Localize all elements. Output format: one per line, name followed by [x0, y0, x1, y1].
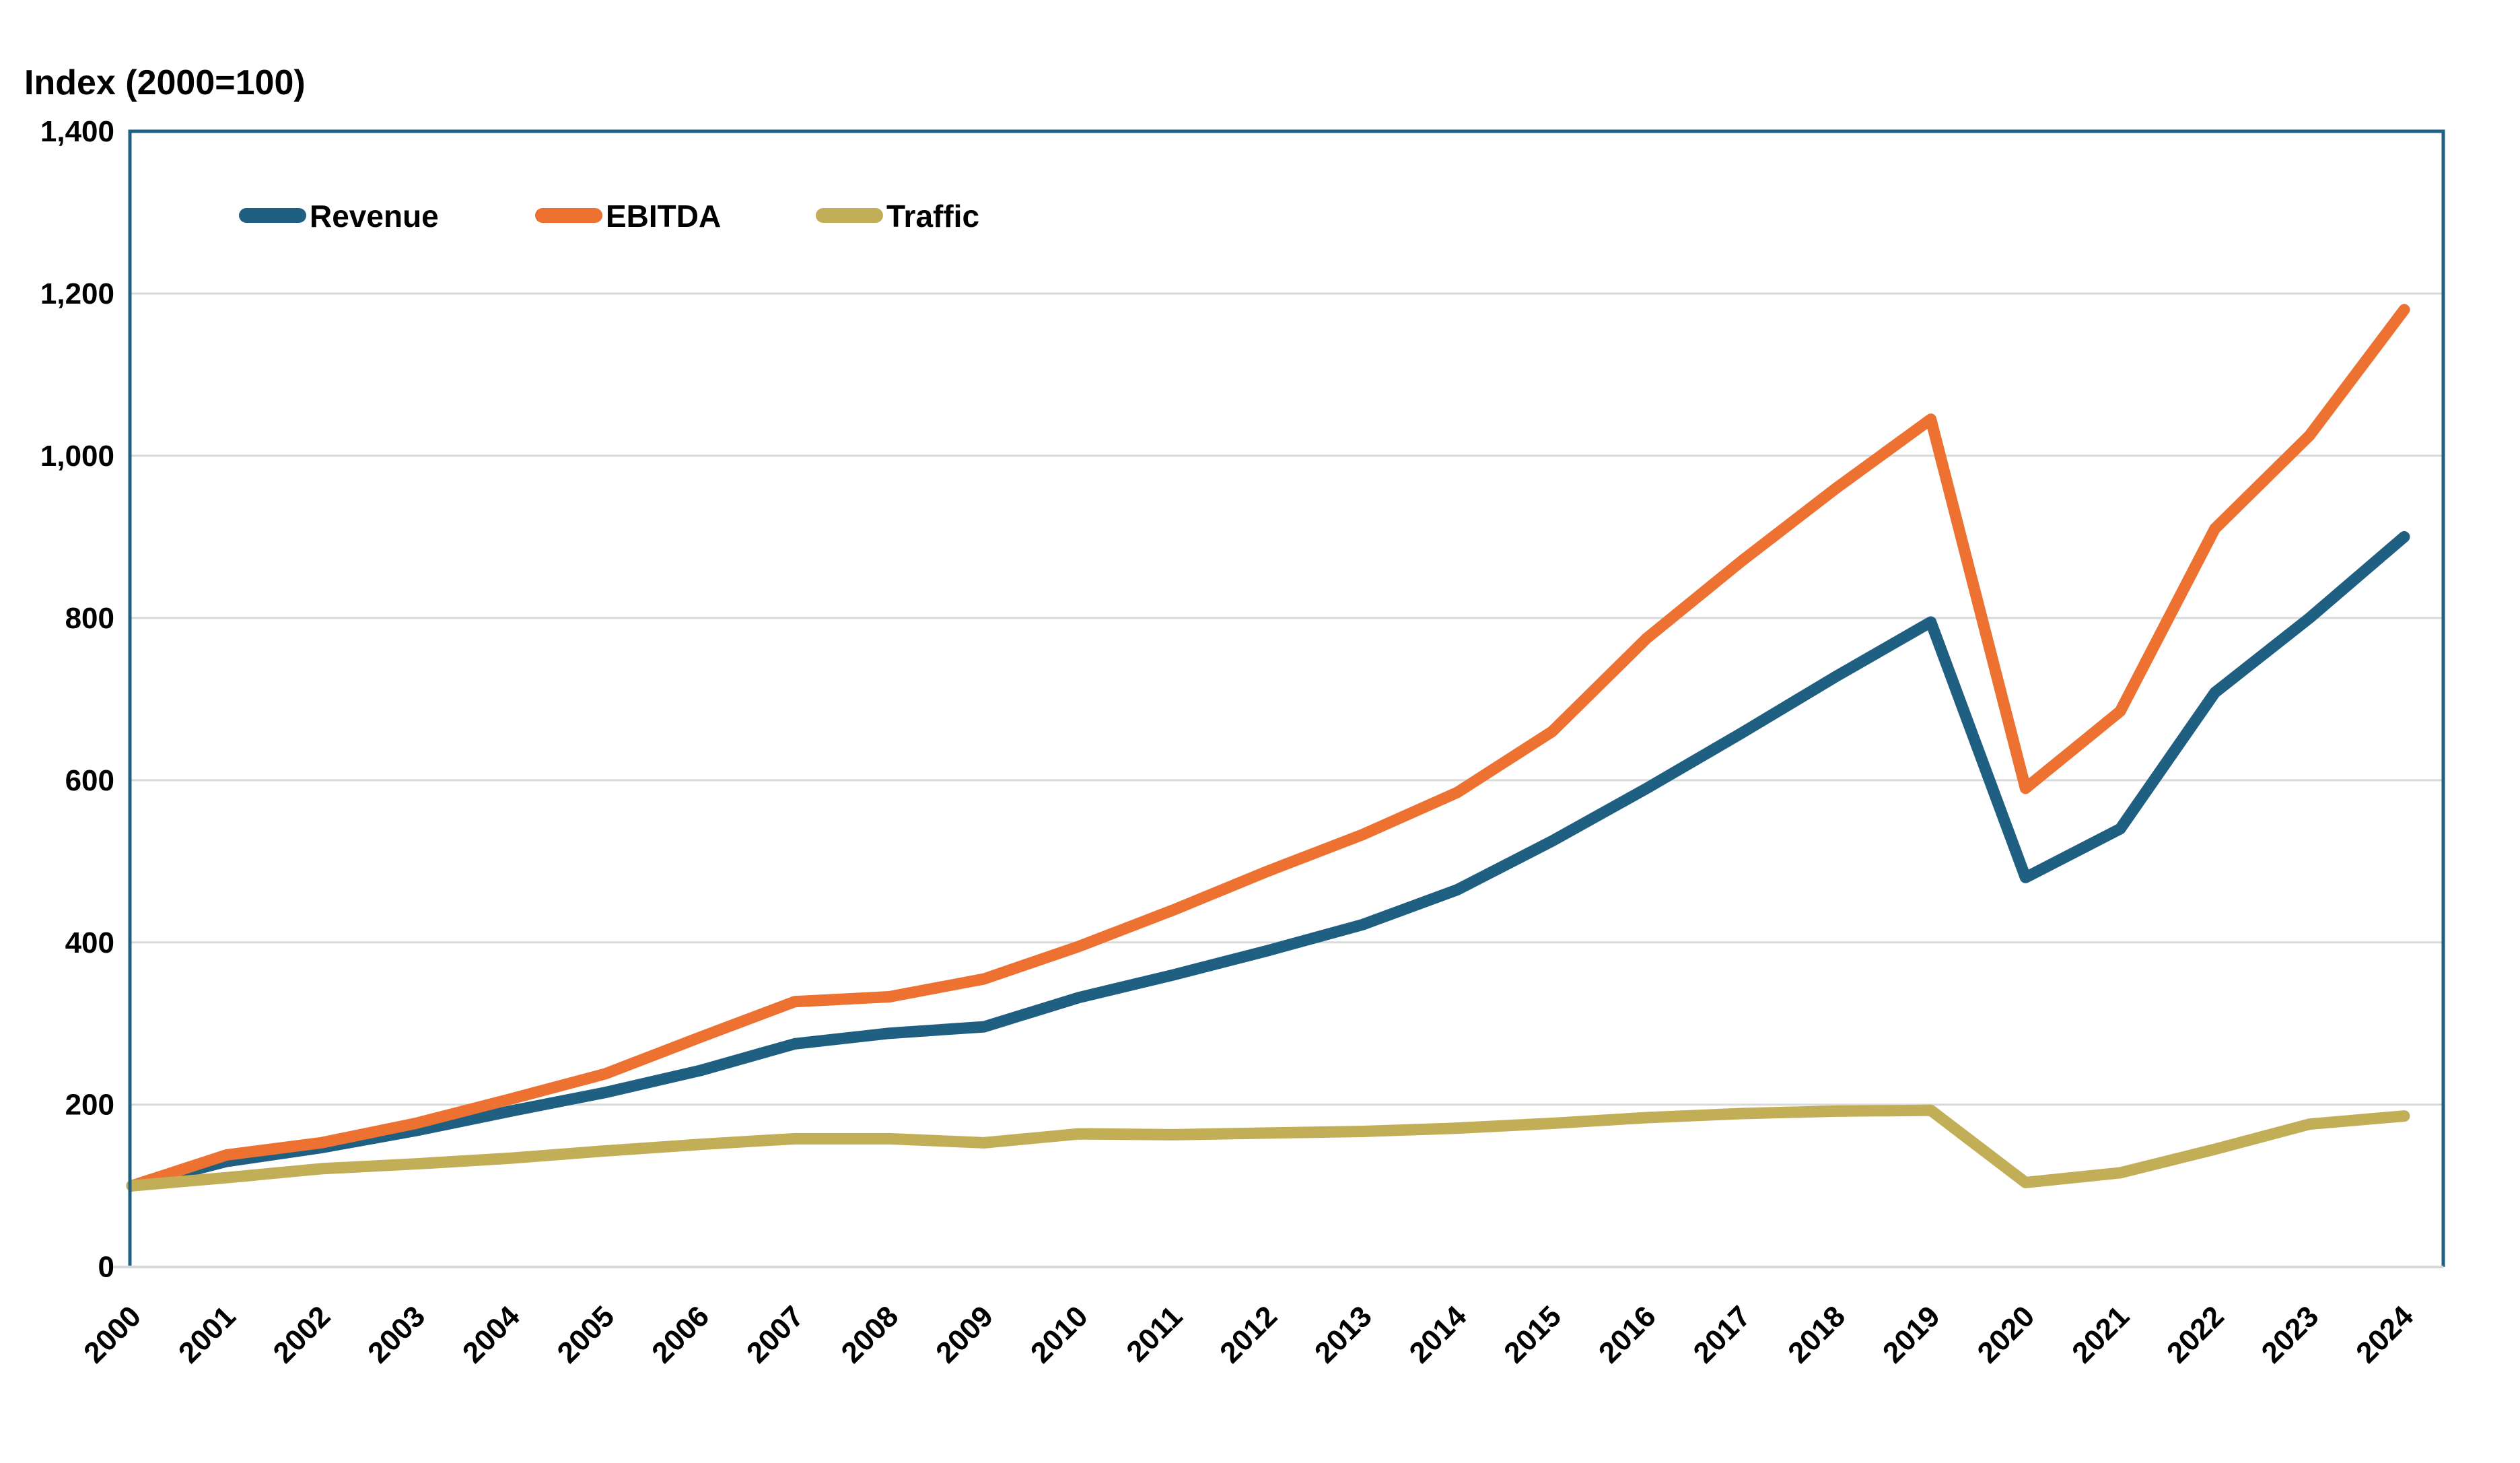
legend-label-traffic: Traffic: [886, 199, 979, 234]
x-axis-tick-label: 2002: [267, 1299, 337, 1369]
x-axis-tick-label: 2001: [172, 1299, 242, 1369]
x-axis-tick-label: 2003: [361, 1299, 431, 1369]
legend-label-revenue: Revenue: [310, 199, 439, 234]
legend-swatch-ebitda-icon: [535, 208, 602, 223]
x-axis-tick-label: 2023: [2255, 1299, 2325, 1369]
traffic-line: [126, 1104, 2410, 1192]
x-axis-tick-label: 2013: [1308, 1299, 1378, 1369]
x-axis-tick-label: 2021: [2066, 1299, 2136, 1369]
y-axis-tick-label: 800: [65, 602, 114, 635]
legend-label-ebitda: EBITDA: [606, 199, 721, 234]
y-axis-tick-label: 0: [98, 1251, 114, 1284]
legend-item-traffic: Traffic: [816, 199, 979, 234]
plot-border: [128, 129, 2445, 1267]
x-axis-tick-label: 2014: [1403, 1299, 1473, 1369]
y-axis-tick-label: 1,400: [40, 115, 114, 148]
x-axis-tick-label: 2010: [1024, 1299, 1094, 1369]
y-axis-tick-label: 1,000: [40, 440, 114, 473]
x-axis-tick-label: 2016: [1593, 1299, 1663, 1369]
x-axis-tick-label: 2019: [1877, 1299, 1947, 1369]
x-axis-tick-label: 2006: [645, 1299, 715, 1369]
y-axis-tick-labels: 0 200 400 600 800 1,000 1,200 1,400: [40, 115, 114, 1284]
x-axis-tick-label: 2007: [740, 1299, 810, 1369]
x-axis-tick-label: 2004: [456, 1299, 526, 1369]
revenue-line: [126, 531, 2410, 1192]
chart-title: Index (2000=100): [24, 63, 306, 102]
x-axis-tick-label: 2015: [1498, 1299, 1568, 1369]
x-axis-tick-label: 2018: [1782, 1299, 1852, 1369]
x-axis-tick-labels: 2000 2001 2002 2003 2004 2005 2006 2007 2008 2009…: [77, 1299, 2420, 1369]
x-axis-tick-label: 2011: [1120, 1299, 1189, 1368]
gridlines: [130, 292, 2443, 1106]
x-axis-tick-label: 2009: [930, 1299, 1000, 1369]
legend: Revenue EBITDA Traffic: [239, 199, 979, 234]
x-axis-tick-label: 2020: [1971, 1299, 2041, 1369]
x-axis-tick-label: 2024: [2350, 1299, 2420, 1369]
x-axis-tick-label: 2008: [835, 1299, 905, 1369]
legend-swatch-revenue-icon: [239, 208, 306, 223]
y-axis-tick-label: 600: [65, 764, 114, 797]
x-axis-tick-label: 2012: [1214, 1299, 1284, 1369]
x-axis-tick-label: 2022: [2161, 1299, 2231, 1369]
legend-swatch-traffic-icon: [816, 208, 883, 223]
y-axis-tick-label: 400: [65, 926, 114, 959]
legend-item-ebitda: EBITDA: [535, 199, 721, 234]
x-axis-tick-label: 2005: [551, 1299, 621, 1369]
y-axis-tick-label: 200: [65, 1089, 114, 1122]
plot-series: [126, 304, 2410, 1192]
ebitda-line: [126, 304, 2410, 1192]
x-axis-tick-label: 2000: [77, 1299, 147, 1369]
legend-item-revenue: Revenue: [239, 199, 439, 234]
x-axis-tick-label: 2017: [1687, 1299, 1757, 1369]
y-axis-tick-label: 1,200: [40, 277, 114, 310]
